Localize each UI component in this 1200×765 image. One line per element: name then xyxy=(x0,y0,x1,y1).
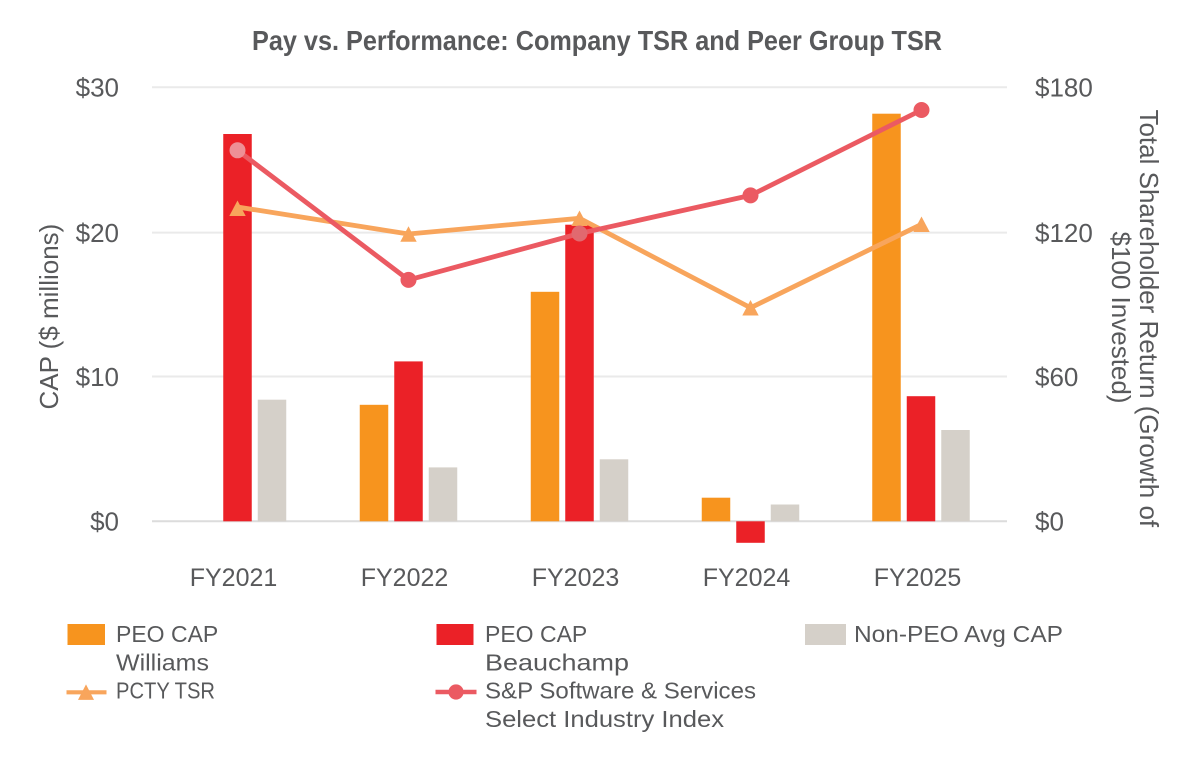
svg-text:FY2021: FY2021 xyxy=(190,564,278,592)
svg-text:PCTY TSR: PCTY TSR xyxy=(116,678,215,704)
svg-text:S&P Software & Services: S&P Software & Services xyxy=(485,678,756,704)
svg-text:$180: $180 xyxy=(1035,73,1093,103)
svg-text:FY2022: FY2022 xyxy=(361,564,449,592)
svg-text:CAP ($ millions): CAP ($ millions) xyxy=(34,224,64,410)
svg-text:$100 Invested): $100 Invested) xyxy=(1106,231,1136,403)
svg-text:Non-PEO Avg CAP: Non-PEO Avg CAP xyxy=(854,621,1063,647)
svg-text:PEO CAP: PEO CAP xyxy=(116,621,218,647)
svg-text:$30: $30 xyxy=(76,73,119,103)
svg-text:Select Industry Index: Select Industry Index xyxy=(485,706,725,732)
svg-text:$20: $20 xyxy=(76,218,119,248)
svg-text:FY2024: FY2024 xyxy=(703,564,791,592)
svg-text:$0: $0 xyxy=(90,507,119,537)
svg-text:$10: $10 xyxy=(76,362,119,392)
svg-text:Beauchamp: Beauchamp xyxy=(485,650,629,676)
svg-text:$60: $60 xyxy=(1035,362,1078,392)
svg-text:FY2023: FY2023 xyxy=(532,564,620,592)
svg-text:$0: $0 xyxy=(1035,507,1064,537)
svg-text:FY2025: FY2025 xyxy=(874,564,962,592)
svg-text:Pay vs. Performance: Company T: Pay vs. Performance: Company TSR and Pee… xyxy=(252,25,942,56)
svg-text:PEO CAP: PEO CAP xyxy=(485,621,587,647)
svg-text:Williams: Williams xyxy=(116,650,209,676)
svg-text:Total Shareholder Return (Grow: Total Shareholder Return (Growth of xyxy=(1134,109,1164,527)
svg-text:$120: $120 xyxy=(1035,218,1093,248)
